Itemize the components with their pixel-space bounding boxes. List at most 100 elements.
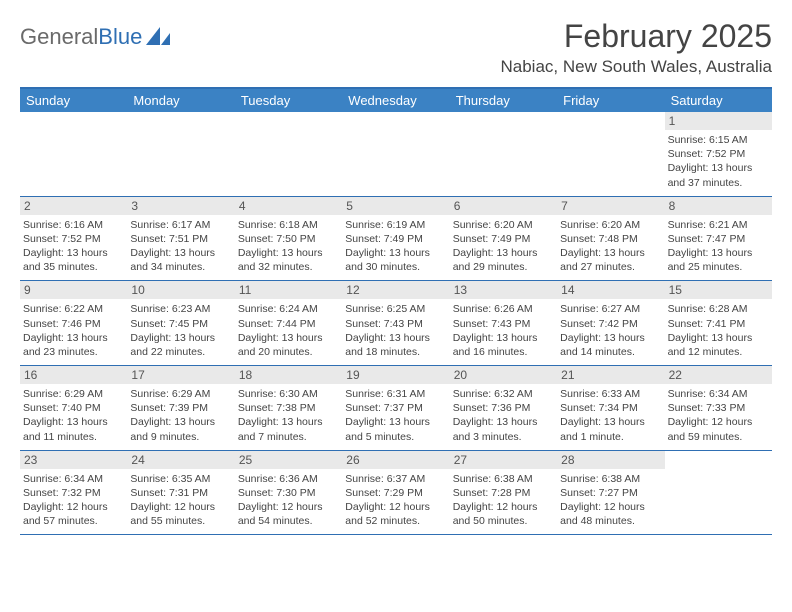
day-number: 28 <box>557 451 664 469</box>
day-cell: 12Sunrise: 6:25 AMSunset: 7:43 PMDayligh… <box>342 281 449 365</box>
day-detail-line: Daylight: 13 hours <box>560 415 661 429</box>
day-detail-line: Sunset: 7:41 PM <box>668 317 769 331</box>
day-detail-line: and 7 minutes. <box>238 430 339 444</box>
day-detail-line: Sunrise: 6:34 AM <box>668 387 769 401</box>
day-cell: 1Sunrise: 6:15 AMSunset: 7:52 PMDaylight… <box>665 112 772 196</box>
day-number: 20 <box>450 366 557 384</box>
day-number: 18 <box>235 366 342 384</box>
day-number: 15 <box>665 281 772 299</box>
day-detail-line: Sunrise: 6:20 AM <box>453 218 554 232</box>
day-detail-line: and 16 minutes. <box>453 345 554 359</box>
day-cell: 15Sunrise: 6:28 AMSunset: 7:41 PMDayligh… <box>665 281 772 365</box>
day-detail-line: Sunrise: 6:21 AM <box>668 218 769 232</box>
day-detail-line: Daylight: 13 hours <box>453 246 554 260</box>
day-cell: 26Sunrise: 6:37 AMSunset: 7:29 PMDayligh… <box>342 451 449 535</box>
day-detail-line: Sunset: 7:33 PM <box>668 401 769 415</box>
calendar: SundayMondayTuesdayWednesdayThursdayFrid… <box>20 87 772 535</box>
day-detail-line: and 23 minutes. <box>23 345 124 359</box>
brand-sail-icon <box>146 27 172 47</box>
day-detail-line: and 14 minutes. <box>560 345 661 359</box>
day-detail-line: and 52 minutes. <box>345 514 446 528</box>
week-row: 23Sunrise: 6:34 AMSunset: 7:32 PMDayligh… <box>20 451 772 536</box>
day-detail-line: and 35 minutes. <box>23 260 124 274</box>
day-cell: 19Sunrise: 6:31 AMSunset: 7:37 PMDayligh… <box>342 366 449 450</box>
day-number: 24 <box>127 451 234 469</box>
day-detail-line: Sunset: 7:29 PM <box>345 486 446 500</box>
day-detail-line: Sunset: 7:28 PM <box>453 486 554 500</box>
day-detail-line: Daylight: 13 hours <box>238 331 339 345</box>
day-cell: 10Sunrise: 6:23 AMSunset: 7:45 PMDayligh… <box>127 281 234 365</box>
day-of-week-cell: Saturday <box>665 89 772 112</box>
day-number: 16 <box>20 366 127 384</box>
day-number: 11 <box>235 281 342 299</box>
week-row: 16Sunrise: 6:29 AM Sunset: 7:40 PM Dayligh… <box>20 366 772 451</box>
day-detail-line: Sunrise: 6:28 AM <box>668 302 769 316</box>
day-detail-line: Sunset: 7:40 PM <box>23 401 124 415</box>
day-detail-line: and 11 minutes. <box>23 430 124 444</box>
day-number: 19 <box>342 366 449 384</box>
day-detail-line: Sunset: 7:45 PM <box>130 317 231 331</box>
day-of-week-cell: Tuesday <box>235 89 342 112</box>
day-detail-line: and 30 minutes. <box>345 260 446 274</box>
day-detail-line: Sunset: 7:50 PM <box>238 232 339 246</box>
day-number: 4 <box>235 197 342 215</box>
day-detail-line: Sunset: 7:43 PM <box>453 317 554 331</box>
day-cell: . <box>557 112 664 196</box>
day-detail-line: Sunset: 7:47 PM <box>668 232 769 246</box>
day-number: 2 <box>20 197 127 215</box>
day-detail-line: Sunset: 7:42 PM <box>560 317 661 331</box>
day-cell: . <box>450 112 557 196</box>
day-detail-line: Sunset: 7:37 PM <box>345 401 446 415</box>
day-cell: 9Sunrise: 6:22 AMSunset: 7:46 PMDaylight… <box>20 281 127 365</box>
day-number: 3 <box>127 197 234 215</box>
day-of-week-cell: Monday <box>127 89 234 112</box>
location-subtitle: Nabiac, New South Wales, Australia <box>501 57 773 77</box>
day-detail-line: Daylight: 12 hours <box>668 415 769 429</box>
day-of-week-cell: Thursday <box>450 89 557 112</box>
day-number: 22 <box>665 366 772 384</box>
day-detail-line: Sunrise: 6:22 AM <box>23 302 124 316</box>
day-number: 5 <box>342 197 449 215</box>
day-detail-line: Daylight: 13 hours <box>560 331 661 345</box>
day-detail-line: Sunset: 7:44 PM <box>238 317 339 331</box>
month-title: February 2025 <box>501 18 773 55</box>
day-detail-line: and 18 minutes. <box>345 345 446 359</box>
brand-logo: GeneralBlue <box>20 18 172 50</box>
day-number: 9 <box>20 281 127 299</box>
day-of-week-row: SundayMondayTuesdayWednesdayThursdayFrid… <box>20 89 772 112</box>
brand-name-a: General <box>20 24 98 50</box>
day-detail-line: and 37 minutes. <box>668 176 769 190</box>
day-detail-line: Sunset: 7:31 PM <box>130 486 231 500</box>
day-detail-line: Daylight: 13 hours <box>130 246 231 260</box>
day-detail-line: Daylight: 13 hours <box>238 246 339 260</box>
day-detail-line: Sunrise: 6:27 AM <box>560 302 661 316</box>
day-detail-line: and 34 minutes. <box>130 260 231 274</box>
day-number: 23 <box>20 451 127 469</box>
day-detail-line: Daylight: 13 hours <box>130 331 231 345</box>
day-cell: 27Sunrise: 6:38 AMSunset: 7:28 PMDayligh… <box>450 451 557 535</box>
day-detail-line: Sunset: 7:52 PM <box>668 147 769 161</box>
day-number: 8 <box>665 197 772 215</box>
day-detail-line: and 22 minutes. <box>130 345 231 359</box>
week-row: 2Sunrise: 6:16 AMSunset: 7:52 PMDaylight… <box>20 197 772 282</box>
day-detail-line: Sunrise: 6:17 AM <box>130 218 231 232</box>
day-detail-line: Sunset: 7:34 PM <box>560 401 661 415</box>
day-cell: 8Sunrise: 6:21 AMSunset: 7:47 PMDaylight… <box>665 197 772 281</box>
day-detail-line: Sunset: 7:49 PM <box>453 232 554 246</box>
day-detail-line: and 3 minutes. <box>453 430 554 444</box>
day-detail-line: Sunrise: 6:29 AM <box>130 387 231 401</box>
day-detail-line: Daylight: 13 hours <box>23 331 124 345</box>
day-cell: 23Sunrise: 6:34 AMSunset: 7:32 PMDayligh… <box>20 451 127 535</box>
day-detail-line: Sunrise: 6:26 AM <box>453 302 554 316</box>
day-detail-line: Sunset: 7:39 PM <box>130 401 231 415</box>
day-detail-line: and 5 minutes. <box>345 430 446 444</box>
day-cell: 7Sunrise: 6:20 AMSunset: 7:48 PMDaylight… <box>557 197 664 281</box>
day-detail-line: Daylight: 13 hours <box>345 246 446 260</box>
day-cell: 18Sunrise: 6:30 AMSunset: 7:38 PMDayligh… <box>235 366 342 450</box>
day-detail-line: Daylight: 13 hours <box>453 415 554 429</box>
day-cell: 2Sunrise: 6:16 AMSunset: 7:52 PMDaylight… <box>20 197 127 281</box>
day-number: 21 <box>557 366 664 384</box>
day-detail-line: Sunrise: 6:33 AM <box>560 387 661 401</box>
day-cell: 21 Sunrise: 6:33 AMSunset: 7:34 PMDayligh… <box>557 366 664 450</box>
day-detail-line: Sunrise: 6:23 AM <box>130 302 231 316</box>
